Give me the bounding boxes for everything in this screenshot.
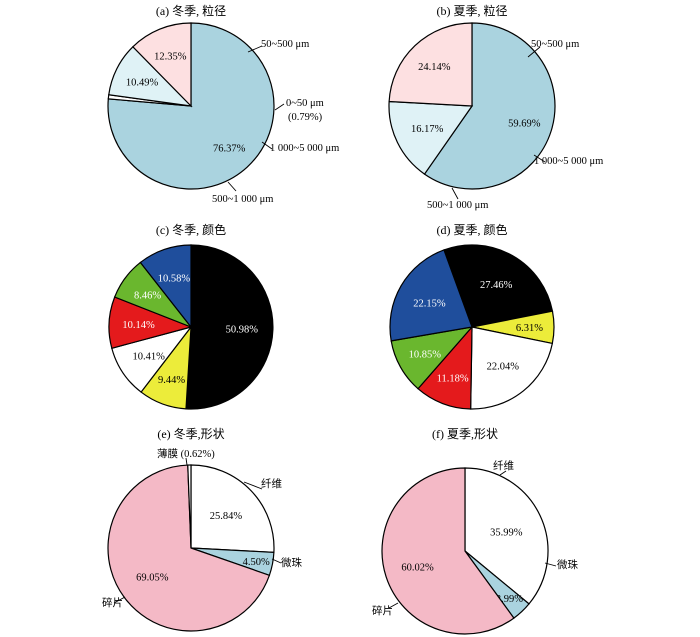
slice-value-label: 22.15%: [413, 298, 446, 309]
slice-value-label: 25.84%: [210, 511, 243, 522]
leader-line: [113, 596, 126, 604]
pie-slice: [190, 464, 275, 554]
slice-category-label: 50~500 μm: [261, 39, 309, 50]
pie-slice: [187, 464, 192, 549]
pie-slice: [185, 244, 274, 410]
panel-title: (f) 夏季,形状: [432, 427, 498, 441]
slice-value-label: 35.99%: [490, 528, 523, 539]
panel-title: (b) 夏季, 粒径: [437, 3, 508, 18]
panel-title: (e) 冬季,形状: [157, 426, 224, 441]
leader-line: [271, 558, 282, 564]
pie-slice: [132, 22, 192, 108]
slice-value-label: 12.35%: [154, 51, 187, 62]
slice-value-label: 8.46%: [134, 291, 161, 302]
slice-value-label: 10.58%: [158, 273, 191, 284]
slice-value-label: 22.04%: [487, 361, 520, 372]
leader-line: [185, 457, 188, 466]
slice-category-label: 微珠: [557, 558, 578, 571]
pie-panel-2: (b) 夏季, 粒径 59.69% 16.17% 24.14% 50~500 μm 1 0…: [388, 3, 603, 211]
slice-value-label: 60.02%: [401, 562, 434, 573]
leader-line: [451, 187, 459, 200]
pie-slice: [107, 22, 275, 190]
slice-category-label: 500~1 000 μm: [212, 194, 273, 205]
slice-value-label: 10.85%: [409, 350, 442, 361]
slice-category-label: 碎片: [102, 596, 123, 609]
slice-category-label: 0~50 μm: [286, 98, 324, 109]
slice-value-label: 10.41%: [133, 351, 166, 362]
slice-value-label: 50.98%: [226, 325, 259, 336]
pie-slice: [139, 244, 192, 329]
pie-panel-3: (c) 冬季, 颜色 50.98% 9.44% 10.41% 10.14% 8.46% 10…: [108, 222, 274, 410]
slice-value-label: 69.05%: [136, 573, 169, 584]
slice-value-label: 10.14%: [122, 320, 155, 331]
slice-value-label: 11.18%: [437, 374, 469, 385]
leader-line: [227, 181, 237, 192]
panel-title: (c) 冬季, 颜色: [156, 222, 226, 237]
leader-line: [544, 562, 557, 567]
leader-line: [388, 602, 399, 609]
leader-line: [533, 154, 546, 163]
pie-slice: [443, 244, 554, 328]
pie-slice: [423, 22, 556, 190]
pie-slice: [381, 467, 515, 635]
pie-slice: [388, 100, 474, 175]
slice-category-label: 1 000~5 000 μm: [534, 156, 603, 167]
slice-value-label: 6.31%: [516, 323, 543, 334]
slice-value-label: 3.99%: [496, 594, 523, 605]
slice-category-label: 50~500 μm: [531, 39, 579, 50]
slice-value-label: 27.46%: [480, 280, 513, 291]
pie-slice: [388, 22, 473, 107]
panel-title: (d) 夏季, 颜色: [437, 222, 508, 237]
pie-slice: [389, 249, 473, 342]
pie-panel-4: (d) 夏季, 颜色 27.46% 6.31% 22.04% 11.18% 10.85% 2…: [389, 222, 555, 410]
slice-category-label: 1 000~5 000 μm: [270, 143, 339, 154]
leader-line: [261, 141, 273, 150]
leader-line: [527, 46, 541, 58]
slice-value-label: 76.37%: [213, 144, 246, 155]
slice-category-label: 500~1 000 μm: [427, 200, 488, 211]
slice-category-label: 薄膜 (0.62%): [157, 447, 215, 460]
slice-value-label: 9.44%: [158, 375, 185, 386]
leader-line: [243, 481, 263, 490]
slice-category-label: 纤维: [261, 477, 282, 490]
slice-category-label: 微珠: [281, 556, 302, 569]
slice-value-label: 24.14%: [418, 62, 451, 73]
slice-category-sublabel: (0.79%): [288, 112, 323, 123]
pie-panel-1: (a) 冬季, 粒径 76.37% 10.49% 12.35% 50~500 μm 0~5…: [107, 3, 339, 205]
pie-slice: [470, 326, 554, 410]
slice-value-label: 59.69%: [508, 118, 541, 129]
slice-value-label: 4.50%: [243, 557, 270, 568]
leader-line: [274, 103, 285, 111]
slice-value-label: 16.17%: [411, 124, 444, 135]
slice-category-label: 碎片: [372, 604, 393, 617]
leader-line: [247, 45, 263, 53]
leader-line: [499, 470, 507, 476]
pie-slice: [464, 467, 549, 605]
panel-title: (a) 冬季, 粒径: [156, 3, 226, 18]
slice-value-label: 10.49%: [126, 77, 159, 88]
slice-category-label: 纤维: [493, 459, 514, 472]
